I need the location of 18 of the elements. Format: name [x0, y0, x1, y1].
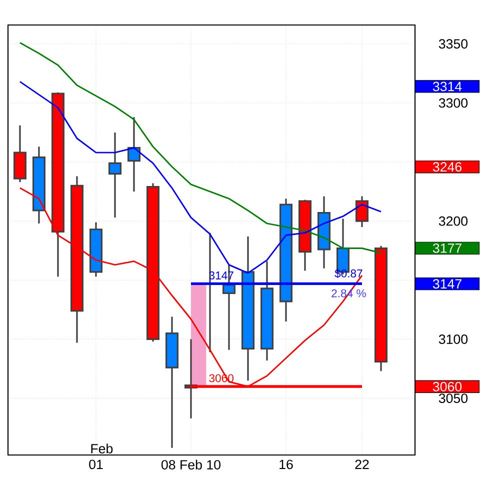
text: 3177 [432, 243, 462, 253]
text: 3147 [432, 279, 462, 289]
text: 3246 [432, 162, 462, 172]
candlestick [108, 132, 122, 218]
x-tick-label: 16 [280, 460, 293, 470]
x-tick-label: 01 [89, 460, 103, 470]
text: 3060 [432, 382, 462, 392]
x-tick-label: 08 Feb 10 [161, 460, 220, 470]
annotation: Feb [91, 444, 113, 454]
x-tick-label: 22 [355, 460, 369, 470]
y-tick-label: 3050 [438, 394, 468, 404]
y-tick-label: 3300 [438, 98, 468, 108]
y-tick-label: 3350 [438, 39, 468, 49]
y-tick-label: 3200 [438, 216, 468, 226]
annotation: $0.87 [334, 268, 362, 278]
text: 3314 [432, 82, 462, 92]
y-tick-label: 3100 [438, 334, 468, 344]
candlestick [355, 195, 368, 228]
